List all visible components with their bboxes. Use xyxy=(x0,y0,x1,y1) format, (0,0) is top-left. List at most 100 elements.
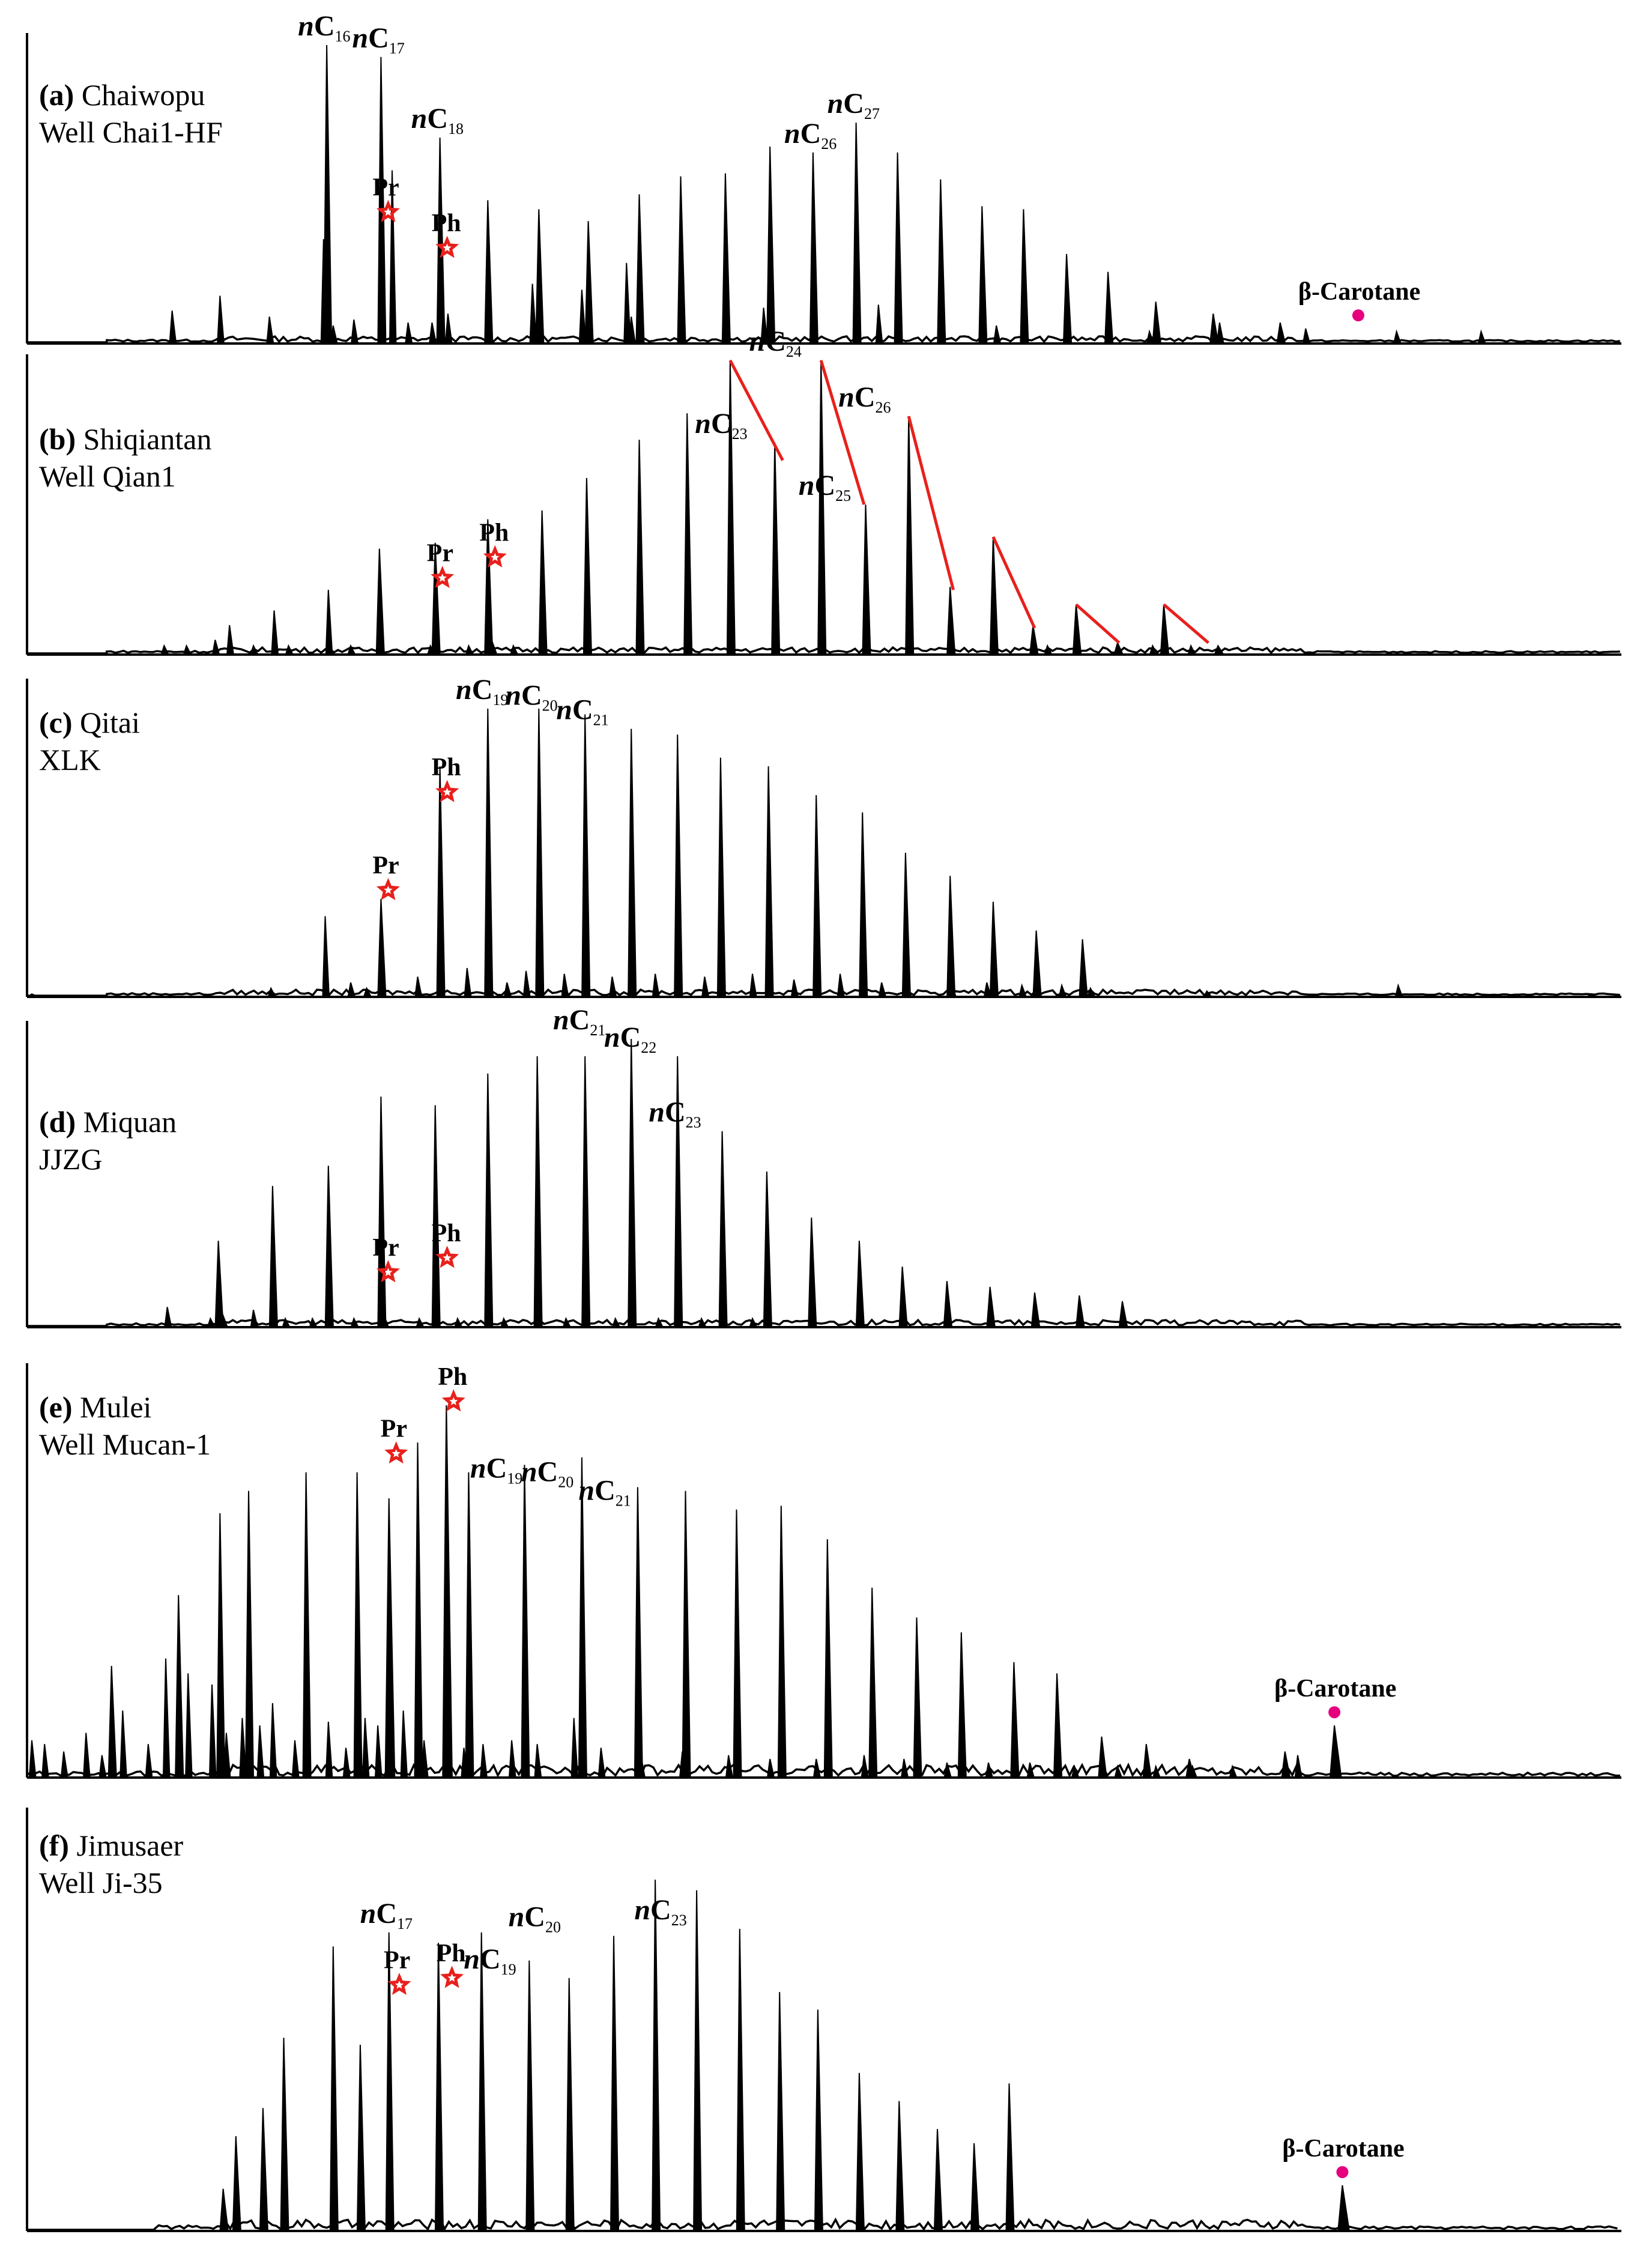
minor-peak xyxy=(83,1733,91,1777)
phytane-label: Ph xyxy=(479,519,509,546)
panel-subtitle: Well Ji-35 xyxy=(39,1866,163,1899)
alkane-peak-nc29 xyxy=(1098,1736,1107,1777)
minor-peak xyxy=(570,1718,579,1777)
pristane-label: Pr xyxy=(372,1234,399,1262)
minor-peak xyxy=(943,1762,952,1777)
alkane-peak-nc19 xyxy=(484,200,494,343)
panel-title: (f) Jimusaer xyxy=(39,1829,184,1862)
beta-carotane-dot xyxy=(1336,2166,1349,2178)
alkane-peak-nc14 xyxy=(353,1472,363,1777)
alkane-peak-nc28 xyxy=(933,2129,943,2230)
alkane-peak-nc27 xyxy=(898,1267,908,1327)
chromatogram-baseline xyxy=(26,1763,1621,1778)
alkane-peak-nc28 xyxy=(894,152,903,343)
alkane-peak-nc18 xyxy=(578,1457,587,1777)
alkane-peak-nc22 xyxy=(777,1506,787,1777)
minor-peak xyxy=(309,1317,318,1327)
odd-even-trend-line xyxy=(907,416,955,590)
alkane-peak-nc21 xyxy=(628,1038,637,1327)
minor-peak xyxy=(120,1710,127,1777)
alkane-peak-nc17 xyxy=(377,56,387,343)
alkane-peak-nc26 xyxy=(855,2072,865,2230)
minor-peak xyxy=(598,1748,606,1777)
minor-peak xyxy=(347,644,356,654)
panel-letter: (c) xyxy=(39,706,73,739)
beta-carotane-dot xyxy=(1328,1706,1341,1719)
minor-peak xyxy=(325,1721,333,1777)
alkane-peak-nc25 xyxy=(913,1617,922,1777)
panel-subtitle: JJZG xyxy=(39,1142,103,1176)
minor-peak xyxy=(623,262,631,343)
alkane-peak-nc23 xyxy=(823,1539,833,1777)
odd-even-trend-line xyxy=(728,359,784,461)
alkane-peak-nc24 xyxy=(868,1587,878,1777)
alkane-peak-nc27 xyxy=(895,2101,905,2230)
minor-peak xyxy=(875,304,883,343)
minor-peak xyxy=(1229,1764,1238,1777)
panel-subtitle: Well Mucan-1 xyxy=(39,1427,211,1461)
alkane-peak-nc29 xyxy=(970,2143,980,2230)
minor-peak xyxy=(878,982,886,996)
odd-even-trend-line xyxy=(1075,603,1121,644)
alkane-label-nc25: nC25 xyxy=(799,470,851,504)
alkane-peak-nc17 xyxy=(521,1465,530,1777)
alkane-peak-nc21 xyxy=(628,728,637,996)
phytane-star-icon xyxy=(440,1966,464,1988)
alkane-peak-nc18 xyxy=(525,1960,535,2230)
pristane-star-icon xyxy=(387,1972,411,1996)
minor-peak xyxy=(861,1755,869,1777)
alkane-peak-nc26 xyxy=(855,1240,865,1327)
phytane-star-icon xyxy=(441,1389,465,1412)
alkane-label-nc19: nC19 xyxy=(464,1943,516,1978)
minor-peak xyxy=(1146,329,1154,343)
alkane-peak-nc17 xyxy=(436,766,446,996)
panel-title: (c) Qitai xyxy=(39,706,140,739)
minor-peak xyxy=(183,644,192,654)
alkane-peak-nc13 xyxy=(302,1472,312,1777)
chromatogram-baseline xyxy=(27,988,1620,997)
minor-peak xyxy=(266,316,274,343)
alkane-peak-nc30 xyxy=(1005,2083,1015,2230)
panel-title: (d) Miquan xyxy=(39,1105,177,1139)
alkane-label-nc17: nC17 xyxy=(360,1898,413,1933)
alkane-peak-nc16 xyxy=(323,44,333,343)
beta-carotane-label: β-Carotane xyxy=(1298,278,1420,306)
minor-peak xyxy=(347,982,356,996)
alkane-peak-nc25 xyxy=(814,2009,823,2230)
alkane-peak-nc9 xyxy=(107,1665,117,1777)
alkane-peak-nc24 xyxy=(817,360,827,654)
alkane-peak-nc28 xyxy=(943,1281,953,1327)
beta-carotane-label: β-Carotane xyxy=(1274,1675,1396,1703)
pristane-star-icon xyxy=(384,1441,408,1464)
minor-peak xyxy=(652,973,660,996)
alkane-peak-nc20 xyxy=(581,1056,591,1327)
alkane-label-nc16: nC16 xyxy=(298,10,350,45)
alkane-peak-nc31 xyxy=(1020,209,1029,343)
panel-location: Chaiwopu xyxy=(74,78,205,112)
minor-peak xyxy=(429,322,437,343)
alkane-peak-nc15 xyxy=(385,1932,395,2230)
alkane-peak-nc19 xyxy=(565,1978,575,2230)
minor-peak xyxy=(1393,329,1402,343)
minor-peak xyxy=(534,1744,542,1777)
minor-peak xyxy=(1071,1764,1080,1777)
alkane-peak-nc28 xyxy=(946,876,956,996)
pristane-label: Pr xyxy=(381,1415,407,1443)
minor-peak xyxy=(464,967,472,996)
minor-peak xyxy=(362,1718,370,1777)
minor-peak xyxy=(901,1758,909,1777)
minor-peak xyxy=(993,325,1001,343)
panel-subtitle: XLK xyxy=(39,743,101,776)
pristane-star-icon xyxy=(376,199,400,222)
alkane-peak-nc21 xyxy=(733,1509,742,1777)
alkane-peak-nc23 xyxy=(677,176,686,343)
minor-peak xyxy=(375,1725,383,1777)
minor-peak xyxy=(416,1317,425,1327)
minor-peak xyxy=(1149,644,1158,654)
alkane-peak-nc21 xyxy=(683,413,693,654)
minor-peak xyxy=(1478,329,1486,343)
alkane-peak-nc14 xyxy=(356,2044,366,2230)
alkane-label-nc21: nC21 xyxy=(556,694,608,729)
alkane-peak-nc28 xyxy=(989,536,999,654)
